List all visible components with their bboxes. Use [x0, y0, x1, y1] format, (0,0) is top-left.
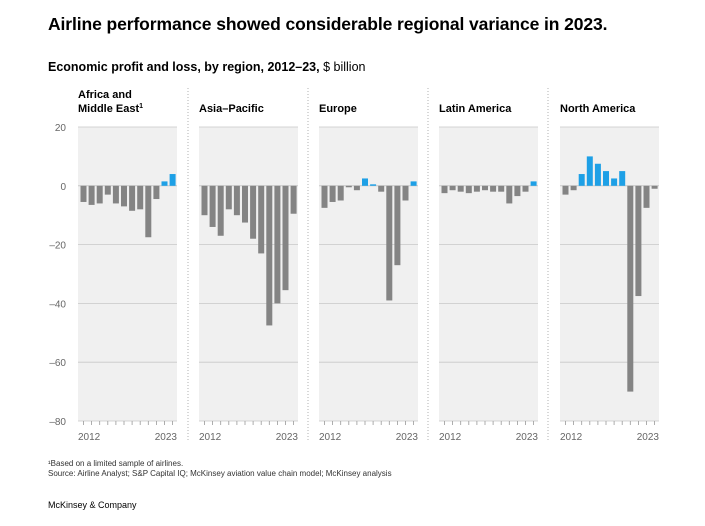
bar — [449, 185, 456, 191]
bar — [394, 185, 401, 266]
x-start-label: 2012 — [78, 432, 101, 443]
x-start-label: 2012 — [199, 432, 222, 443]
y-tick-label: –40 — [49, 299, 66, 310]
bar — [362, 178, 368, 186]
bar — [88, 185, 95, 205]
bar — [635, 185, 642, 297]
bar — [137, 185, 144, 210]
bar — [250, 185, 257, 239]
y-tick-label: –80 — [49, 417, 66, 428]
x-end-label: 2023 — [396, 432, 419, 443]
bar — [490, 185, 497, 192]
panel-background — [560, 127, 659, 421]
bar — [104, 185, 111, 195]
panel-background — [199, 127, 298, 421]
footnote: ¹Based on a limited sample of airlines. … — [48, 459, 392, 479]
x-end-label: 2023 — [516, 432, 539, 443]
bar — [80, 185, 87, 202]
y-tick-label: –60 — [49, 358, 66, 369]
bar — [594, 163, 601, 186]
bar — [627, 185, 634, 392]
bar — [562, 185, 569, 195]
bar — [643, 185, 650, 208]
panel-title: Europe — [319, 103, 357, 115]
footnote-sample: ¹Based on a limited sample of airlines. — [48, 459, 184, 468]
bar — [457, 185, 464, 192]
y-tick-label: 0 — [60, 182, 66, 193]
bar — [465, 185, 472, 194]
bar — [321, 185, 328, 208]
bar — [522, 185, 529, 192]
subtitle-text: Economic profit and loss, by region, 201… — [48, 60, 320, 74]
bar — [611, 178, 618, 186]
panel-title: Latin America — [439, 103, 512, 115]
x-start-label: 2012 — [319, 432, 342, 443]
x-start-label: 2012 — [560, 432, 583, 443]
bar — [506, 185, 513, 204]
footnote-source: Source: Airline Analyst; S&P Capital IQ;… — [48, 469, 392, 478]
bar — [290, 185, 297, 214]
bar — [370, 184, 377, 186]
y-tick-label: –20 — [49, 241, 66, 252]
bar — [233, 185, 240, 216]
panel-title: North America — [560, 103, 636, 115]
panel-background — [319, 127, 418, 421]
bar — [410, 181, 417, 186]
bar — [651, 185, 658, 189]
bar — [145, 185, 152, 238]
bar — [153, 185, 160, 200]
bar — [112, 185, 119, 204]
chart-subtitle: Economic profit and loss, by region, 201… — [48, 60, 365, 74]
brand-logo-text: McKinsey & Company — [48, 500, 137, 510]
panel-background — [78, 127, 177, 421]
bar — [266, 185, 273, 326]
bar — [217, 185, 224, 236]
bar — [482, 185, 488, 191]
bar — [441, 185, 448, 194]
bar — [258, 185, 265, 254]
panel-background — [439, 127, 538, 421]
bar — [473, 185, 480, 192]
x-end-label: 2023 — [637, 432, 660, 443]
bar — [329, 185, 336, 202]
bar — [603, 171, 609, 186]
bar — [242, 185, 248, 223]
x-end-label: 2023 — [155, 432, 178, 443]
bar — [353, 185, 360, 191]
panel-title: Africa and Middle East1 — [78, 89, 143, 115]
x-end-label: 2023 — [276, 432, 299, 443]
bar — [378, 185, 385, 192]
bar — [121, 185, 127, 207]
bar — [161, 181, 168, 186]
bar — [282, 185, 289, 291]
x-start-label: 2012 — [439, 432, 462, 443]
panel-title: Asia–Pacific — [199, 103, 264, 115]
bar — [578, 174, 585, 186]
bar — [586, 156, 593, 186]
bar — [345, 185, 352, 188]
chart-title: Airline performance showed considerable … — [48, 14, 608, 34]
bar — [386, 185, 393, 301]
bar — [514, 185, 521, 197]
bar — [498, 185, 505, 192]
subtitle-unit: $ billion — [323, 60, 366, 74]
bar — [402, 185, 409, 201]
bar — [129, 185, 136, 211]
bar — [570, 185, 577, 191]
bar — [530, 181, 537, 186]
bar — [337, 185, 344, 201]
y-tick-label: 20 — [55, 123, 67, 134]
bar — [209, 185, 216, 227]
bar — [96, 185, 103, 204]
bar — [169, 174, 176, 186]
bar — [225, 185, 232, 210]
bar — [619, 171, 626, 186]
bar — [201, 185, 208, 216]
bar — [274, 185, 281, 304]
